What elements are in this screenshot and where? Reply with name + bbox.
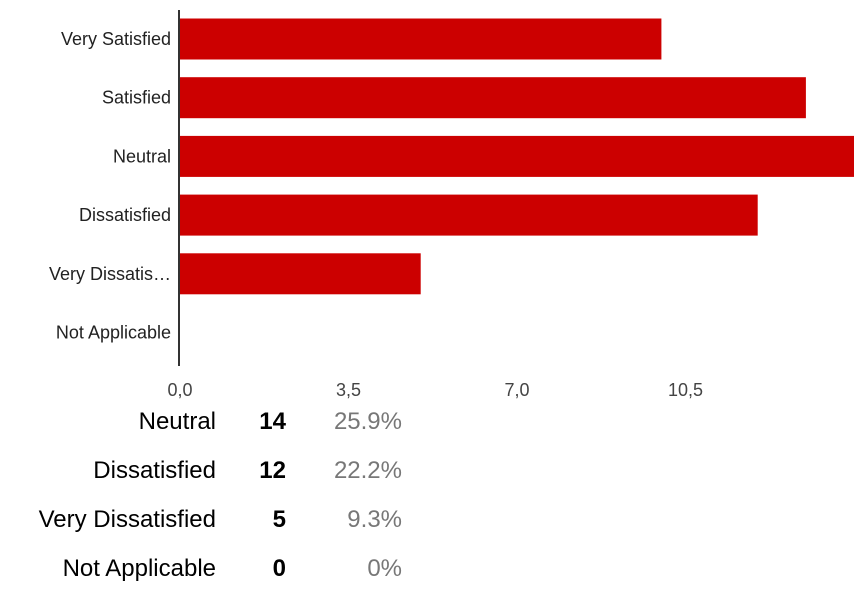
summary-count: 0: [272, 555, 286, 582]
summary-count: 5: [272, 506, 286, 533]
summary-percent: 0%: [367, 555, 402, 582]
summary-label: Neutral: [138, 408, 216, 435]
summary-label: Very Dissatisfied: [38, 506, 216, 533]
satisfaction-bar-chart: Very Satisfied Satisfied Neutral Dissatisfi…: [49, 10, 854, 400]
bar-very-satisfied: [180, 18, 662, 60]
summary-table: Neutral 14 25.9% Dissatisfied 12 22.2% V…: [0, 408, 440, 604]
category-label: Neutral: [113, 146, 171, 166]
x-tick-label: 3,5: [336, 380, 361, 400]
x-tick-label: 10,5: [668, 380, 703, 400]
bar-neutral: [180, 135, 854, 177]
summary-count: 14: [259, 408, 286, 435]
category-label: Very Dissatis…: [49, 264, 171, 284]
bar-dissatisfied: [180, 194, 758, 236]
summary-percent: 25.9%: [333, 408, 402, 435]
x-tick-label: 7,0: [504, 380, 529, 400]
summary-row: Very Dissatisfied 5 9.3%: [0, 506, 440, 555]
summary-row: Dissatisfied 12 22.2%: [0, 457, 440, 506]
summary-count: 12: [259, 457, 286, 484]
summary-label: Not Applicable: [62, 555, 216, 582]
summary-label: Dissatisfied: [93, 457, 216, 484]
category-label: Satisfied: [102, 88, 171, 108]
category-label: Very Satisfied: [61, 29, 171, 49]
bar-very-dissatis: [180, 253, 421, 295]
summary-percent: 22.2%: [333, 457, 402, 484]
summary-percent: 9.3%: [347, 506, 402, 533]
summary-row: Neutral 14 25.9%: [0, 408, 440, 457]
summary-row: Not Applicable 0 0%: [0, 555, 440, 604]
bar-satisfied: [180, 77, 806, 119]
category-label: Dissatisfied: [79, 205, 171, 225]
category-label: Not Applicable: [56, 323, 171, 343]
x-tick-label: 0,0: [167, 380, 192, 400]
